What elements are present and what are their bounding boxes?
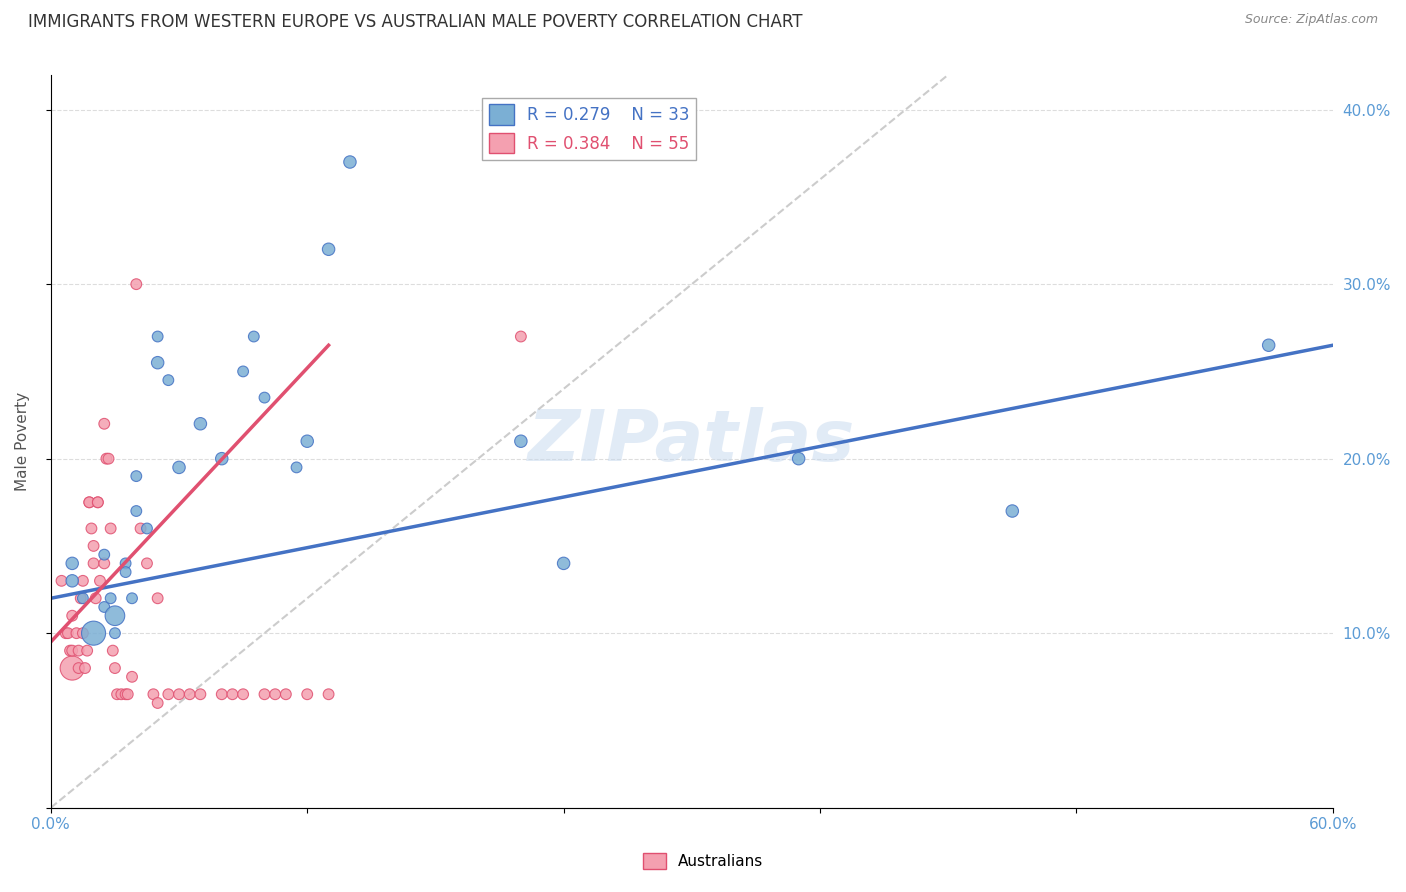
Point: [80, 521, 103, 535]
Point: [59, 643, 82, 657]
Point: [97, 451, 120, 466]
Point: [96, 451, 118, 466]
Point: [167, 460, 190, 475]
Point: [211, 451, 233, 466]
Point: [83, 626, 105, 640]
Point: [60, 557, 83, 571]
Point: [93, 557, 115, 571]
Point: [104, 661, 127, 675]
Point: [179, 687, 201, 701]
Point: [318, 242, 340, 256]
Text: Source: ZipAtlas.com: Source: ZipAtlas.com: [1244, 13, 1378, 27]
Point: [79, 495, 101, 509]
Y-axis label: Male Poverty: Male Poverty: [15, 392, 30, 491]
Point: [157, 373, 180, 387]
Point: [157, 687, 180, 701]
Point: [60, 608, 83, 623]
Point: [72, 626, 94, 640]
Point: [87, 495, 110, 509]
Point: [243, 329, 266, 343]
Point: [318, 687, 340, 701]
Point: [121, 670, 143, 684]
Point: [93, 548, 115, 562]
Point: [264, 687, 287, 701]
Point: [167, 687, 190, 701]
Point: [100, 591, 122, 606]
Point: [285, 460, 308, 475]
Point: [125, 469, 148, 483]
Point: [253, 391, 276, 405]
Legend: Australians: Australians: [637, 847, 769, 875]
Point: [146, 356, 169, 370]
Point: [104, 608, 127, 623]
Point: [79, 495, 101, 509]
Point: [190, 687, 212, 701]
Text: IMMIGRANTS FROM WESTERN EUROPE VS AUSTRALIAN MALE POVERTY CORRELATION CHART: IMMIGRANTS FROM WESTERN EUROPE VS AUSTRA…: [28, 13, 803, 31]
Point: [55, 626, 77, 640]
Point: [69, 591, 91, 606]
Point: [787, 451, 810, 466]
Point: [110, 687, 132, 701]
Point: [136, 557, 159, 571]
Point: [67, 643, 90, 657]
Legend: R = 0.279    N = 33, R = 0.384    N = 55: R = 0.279 N = 33, R = 0.384 N = 55: [482, 98, 696, 160]
Point: [72, 574, 94, 588]
Point: [553, 557, 575, 571]
Point: [65, 626, 87, 640]
Point: [509, 434, 531, 449]
Point: [60, 661, 83, 675]
Point: [100, 521, 122, 535]
Point: [114, 687, 136, 701]
Point: [1257, 338, 1279, 352]
Point: [84, 591, 107, 606]
Point: [129, 521, 152, 535]
Point: [146, 591, 169, 606]
Point: [142, 687, 165, 701]
Point: [89, 574, 111, 588]
Point: [117, 687, 139, 701]
Point: [93, 599, 115, 614]
Point: [67, 661, 90, 675]
Point: [232, 364, 254, 378]
Point: [274, 687, 297, 701]
Point: [105, 687, 128, 701]
Point: [51, 574, 73, 588]
Point: [232, 687, 254, 701]
Point: [93, 417, 115, 431]
Point: [125, 277, 148, 292]
Point: [190, 417, 212, 431]
Point: [60, 574, 83, 588]
Point: [104, 626, 127, 640]
Point: [72, 591, 94, 606]
Point: [87, 495, 110, 509]
Text: ZIPatlas: ZIPatlas: [529, 407, 855, 475]
Point: [83, 539, 105, 553]
Point: [509, 329, 531, 343]
Point: [125, 504, 148, 518]
Point: [221, 687, 243, 701]
Point: [211, 687, 233, 701]
Point: [114, 565, 136, 579]
Point: [339, 155, 361, 169]
Point: [121, 591, 143, 606]
Point: [73, 661, 96, 675]
Point: [76, 643, 98, 657]
Point: [56, 626, 79, 640]
Point: [83, 557, 105, 571]
Point: [146, 329, 169, 343]
Point: [60, 643, 83, 657]
Point: [136, 521, 159, 535]
Point: [297, 434, 319, 449]
Point: [1001, 504, 1024, 518]
Point: [114, 557, 136, 571]
Point: [146, 696, 169, 710]
Point: [253, 687, 276, 701]
Point: [101, 643, 124, 657]
Point: [297, 687, 319, 701]
